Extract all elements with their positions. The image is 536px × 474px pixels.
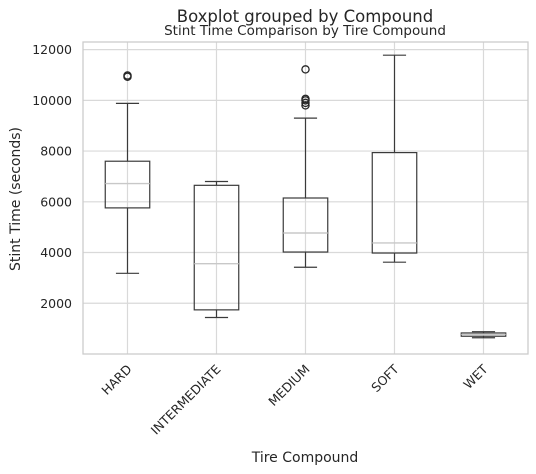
- box-group: [460, 331, 507, 339]
- y-tick-label: 8000: [40, 144, 72, 159]
- iqr-box: [371, 151, 418, 254]
- x-tick-label: INTERMEDIATE: [148, 361, 224, 437]
- chart-title: Stint Time Comparison by Tire Compound: [164, 23, 446, 39]
- plot-frame: [82, 41, 529, 355]
- iqr-box: [282, 197, 329, 253]
- box-group: [371, 54, 418, 263]
- y-tick-label: 2000: [40, 296, 72, 311]
- outlier-point: [301, 94, 310, 104]
- chart-suptitle: Boxplot grouped by Compound: [177, 7, 433, 26]
- box-group: [282, 65, 329, 268]
- x-tick-label: WET: [460, 361, 491, 392]
- box-group: [104, 71, 151, 274]
- outlier-point: [123, 71, 132, 80]
- x-tick-label: HARD: [98, 362, 134, 398]
- x-tick-label: MEDIUM: [265, 362, 312, 409]
- y-tick-label: 12000: [32, 42, 72, 57]
- iqr-box: [193, 184, 240, 311]
- y-tick-label: 10000: [32, 93, 72, 108]
- box-group: [193, 180, 240, 319]
- x-axis-label: Tire Compound: [251, 450, 359, 466]
- outlier-point: [301, 65, 310, 74]
- box-layer: [104, 54, 507, 339]
- outlier-point: [301, 98, 310, 108]
- y-tick-label: 4000: [40, 245, 72, 260]
- iqr-box: [104, 160, 151, 209]
- y-tick-label: 6000: [40, 194, 72, 209]
- tick-layer: 2000 4000 6000 8000 10000 12000 HARD INTERMEDIA…: [32, 42, 491, 437]
- y-axis-label: Stint Time (seconds): [8, 127, 24, 271]
- x-tick-label: SOFT: [368, 361, 402, 395]
